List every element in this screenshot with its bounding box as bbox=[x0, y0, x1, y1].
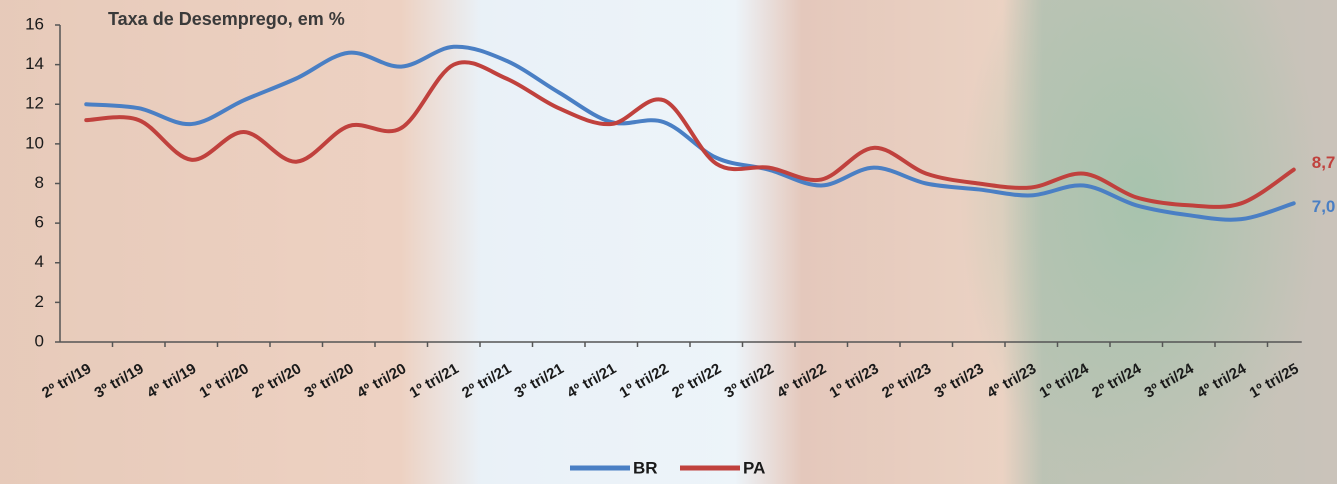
legend-label: PA bbox=[743, 458, 765, 477]
y-tick-label: 16 bbox=[25, 14, 44, 33]
x-tick-label: 4º tri/20 bbox=[354, 360, 409, 402]
series-line bbox=[84, 44, 1296, 222]
y-tick-label: 4 bbox=[35, 252, 44, 271]
x-tick-label: 3º tri/22 bbox=[722, 360, 777, 402]
value-label: 7,0 bbox=[1312, 197, 1336, 216]
chart-title: Taxa de Desemprego, em % bbox=[108, 9, 345, 29]
y-tick-label: 14 bbox=[25, 54, 44, 73]
x-tick-label: 2º tri/21 bbox=[459, 360, 514, 402]
x-tick-label: 2º tri/20 bbox=[249, 360, 304, 402]
x-tick-label: 3º tri/21 bbox=[512, 360, 567, 402]
value-label: 8,7 bbox=[1312, 153, 1336, 172]
x-tick-label: 2º tri/24 bbox=[1089, 360, 1145, 402]
y-tick-label: 8 bbox=[35, 173, 44, 192]
x-tick-label: 1º tri/23 bbox=[827, 360, 882, 402]
series-line bbox=[84, 60, 1296, 209]
x-tick-label: 2º tri/23 bbox=[879, 360, 934, 402]
y-tick-label: 2 bbox=[35, 292, 44, 311]
x-tick-label: 4º tri/22 bbox=[774, 360, 829, 402]
x-tick-label: 1º tri/20 bbox=[197, 360, 252, 402]
y-tick-label: 0 bbox=[35, 331, 44, 350]
x-tick-label: 2º tri/19 bbox=[39, 360, 94, 402]
x-tick-label: 1º tri/25 bbox=[1247, 360, 1302, 402]
x-tick-label: 4º tri/21 bbox=[564, 360, 619, 402]
x-tick-label: 1º tri/24 bbox=[1037, 360, 1093, 402]
x-tick-label: 2º tri/22 bbox=[669, 360, 724, 402]
x-tick-label: 3º tri/20 bbox=[302, 360, 357, 402]
x-tick-label: 1º tri/22 bbox=[617, 360, 672, 402]
y-tick-label: 6 bbox=[35, 213, 44, 232]
x-tick-label: 4º tri/24 bbox=[1194, 360, 1250, 402]
x-tick-label: 3º tri/19 bbox=[92, 360, 147, 402]
x-tick-label: 4º tri/23 bbox=[984, 360, 1039, 402]
x-tick-label: 4º tri/19 bbox=[144, 360, 199, 402]
y-tick-label: 12 bbox=[25, 94, 44, 113]
x-tick-label: 3º tri/24 bbox=[1142, 360, 1198, 402]
legend-label: BR bbox=[633, 458, 658, 477]
x-tick-label: 3º tri/23 bbox=[932, 360, 987, 402]
x-tick-label: 1º tri/21 bbox=[407, 360, 462, 402]
y-tick-label: 10 bbox=[25, 133, 44, 152]
